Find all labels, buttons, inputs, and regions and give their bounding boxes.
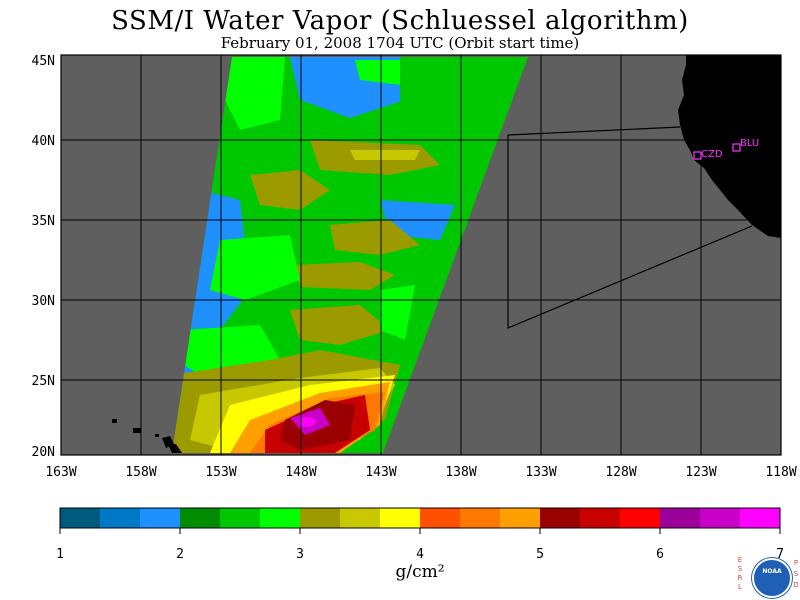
colorbar-swatch [140, 508, 181, 528]
psd-text: PSD [793, 559, 799, 589]
colorbar-swatch [460, 508, 501, 528]
colorbar-swatch [340, 508, 381, 528]
colorbar-tick-label: 6 [656, 547, 664, 562]
station-label-czd: CZD [701, 149, 723, 160]
colorbar-swatch [380, 508, 421, 528]
latitude-label: 40N [32, 134, 55, 149]
colorbar-swatch [540, 508, 581, 528]
station-blu: BLU [732, 138, 759, 152]
colorbar-tick-label: 3 [296, 547, 304, 562]
colorbar-units: g/cm² [360, 562, 480, 582]
colorbar-swatch [500, 508, 541, 528]
colorbar-swatch [620, 508, 661, 528]
colorbar-swatch [60, 508, 101, 528]
colorbar-swatch [100, 508, 141, 528]
noaa-seal-icon [752, 558, 792, 598]
colorbar-swatch [580, 508, 621, 528]
colorbar-tick-label: 4 [416, 547, 424, 562]
noaa-esrl-logo: ESRL NOAA PSD [736, 556, 800, 600]
latitude-label: 45N [32, 54, 55, 69]
colorbar-swatch [260, 508, 301, 528]
esrl-text: ESRL [737, 556, 743, 591]
longitude-label: 158W [125, 465, 156, 480]
longitude-label: 148W [285, 465, 316, 480]
latitude-label: 30N [32, 294, 55, 309]
land-mass [678, 55, 781, 238]
station-czd: CZD [693, 149, 723, 160]
longitude-label: 123W [685, 465, 716, 480]
colorbar-tick-label: 2 [176, 547, 184, 562]
station-label-blu: BLU [740, 138, 759, 149]
map-title: SSM/I Water Vapor (Schluessel algorithm) [111, 6, 689, 36]
hawaii-islands [112, 419, 182, 453]
longitude-label: 128W [605, 465, 636, 480]
inset-outline [507, 126, 681, 136]
colorbar-tick-label: 1 [56, 547, 64, 562]
latitude-labels: 45N 40N 35N 30N 25N 20N [32, 54, 55, 460]
colorbar [59, 507, 781, 529]
longitude-label: 133W [525, 465, 556, 480]
colorbar-tick-label: 7 [776, 547, 784, 562]
colorbar-swatch [420, 508, 461, 528]
longitude-labels: 163W 158W 153W 148W 143W 138W 133W 128W 123W 118W [45, 465, 796, 480]
longitude-label: 118W [765, 465, 796, 480]
colorbar-swatch [740, 508, 781, 528]
colorbar-tick-labels: 1 2 3 4 5 6 7 [56, 528, 784, 562]
colorbar-swatch [660, 508, 701, 528]
noaa-seal-text: NOAA [762, 568, 782, 575]
longitude-label: 163W [45, 465, 76, 480]
colorbar-tick-label: 5 [536, 547, 544, 562]
map-subtitle: February 01, 2008 1704 UTC (Orbit start … [220, 34, 580, 52]
longitude-label: 138W [445, 465, 476, 480]
latitude-label: 20N [32, 445, 55, 460]
map-frame [60, 54, 782, 456]
colorbar-swatch [300, 508, 341, 528]
colorbar-swatch [220, 508, 261, 528]
inset-outline-lower [507, 135, 753, 329]
latitude-label: 25N [32, 374, 55, 389]
latitude-label: 35N [32, 214, 55, 229]
longitude-label: 143W [365, 465, 396, 480]
units-label: g/cm² [395, 562, 445, 582]
colorbar-swatch [700, 508, 741, 528]
longitude-label: 153W [205, 465, 236, 480]
colorbar-swatch [180, 508, 221, 528]
map-grid [61, 55, 781, 455]
